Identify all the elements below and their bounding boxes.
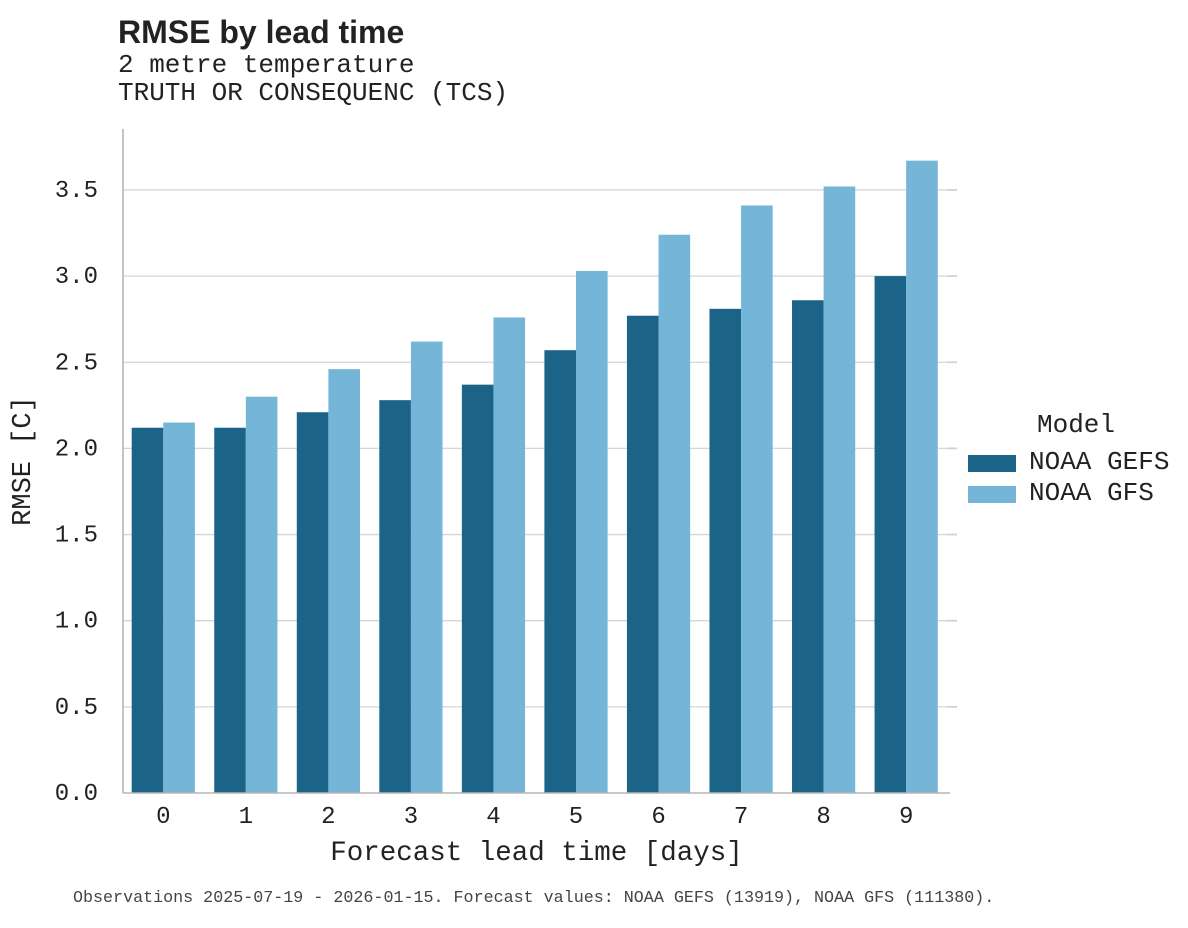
svg-text:8: 8 bbox=[816, 804, 830, 831]
svg-text:7: 7 bbox=[734, 804, 748, 831]
svg-text:2.0: 2.0 bbox=[55, 436, 98, 463]
svg-text:1.0: 1.0 bbox=[55, 609, 98, 636]
svg-text:2.5: 2.5 bbox=[55, 350, 98, 377]
svg-text:3.0: 3.0 bbox=[55, 264, 98, 291]
svg-text:0: 0 bbox=[156, 804, 170, 831]
svg-text:4: 4 bbox=[486, 804, 500, 831]
svg-text:3.5: 3.5 bbox=[55, 178, 98, 205]
svg-text:RMSE [C]: RMSE [C] bbox=[9, 396, 39, 526]
svg-text:2: 2 bbox=[321, 804, 335, 831]
svg-text:Forecast lead time [days]: Forecast lead time [days] bbox=[330, 838, 743, 869]
svg-text:0.5: 0.5 bbox=[55, 695, 98, 722]
svg-text:Model: Model bbox=[1037, 410, 1115, 440]
svg-text:0.0: 0.0 bbox=[55, 781, 98, 808]
svg-text:1: 1 bbox=[239, 804, 253, 831]
svg-text:1.5: 1.5 bbox=[55, 523, 98, 550]
svg-text:NOAA GFS: NOAA GFS bbox=[1029, 478, 1154, 508]
svg-text:9: 9 bbox=[899, 804, 913, 831]
svg-text:6: 6 bbox=[651, 804, 665, 831]
svg-text:5: 5 bbox=[569, 804, 583, 831]
svg-text:NOAA GEFS: NOAA GEFS bbox=[1029, 447, 1169, 477]
svg-text:3: 3 bbox=[404, 804, 418, 831]
